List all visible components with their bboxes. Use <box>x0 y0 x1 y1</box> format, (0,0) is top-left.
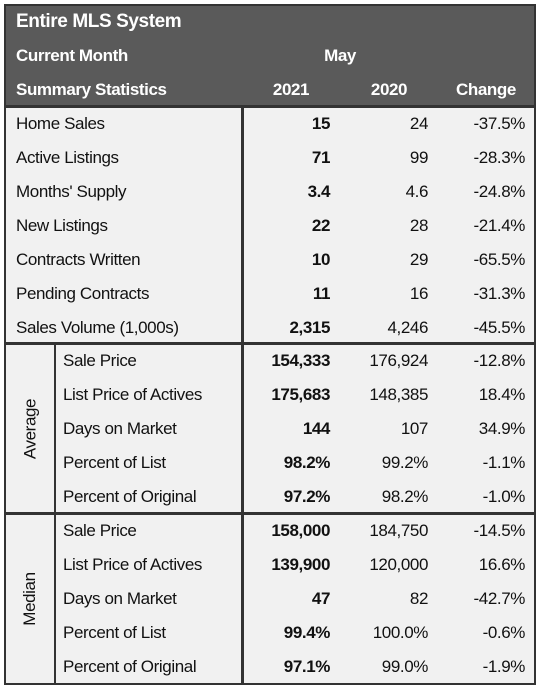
value-2021: 97.1% <box>283 657 331 676</box>
divider <box>5 342 535 345</box>
value-2021: 22 <box>311 216 331 235</box>
value-2020: 4,246 <box>387 318 428 337</box>
change: 34.9% <box>478 419 526 438</box>
divider <box>54 343 56 684</box>
group-label: Median <box>20 572 39 626</box>
column-header: 2021 <box>272 80 310 99</box>
divider <box>5 512 535 515</box>
row-label: Contracts Written <box>16 250 141 269</box>
period-label: Current Month <box>16 46 128 65</box>
value-2020: 99.0% <box>381 657 429 676</box>
value-2020: 120,000 <box>369 555 428 574</box>
value-2020: 4.6 <box>405 182 429 201</box>
value-2021: 11 <box>312 284 331 303</box>
change: -24.8% <box>473 182 526 201</box>
change: -21.4% <box>473 216 526 235</box>
column-header: Change <box>456 80 516 99</box>
month: May <box>324 46 356 65</box>
value-2021: 154,333 <box>271 351 330 370</box>
value-2020: 28 <box>409 216 429 235</box>
value-2021: 99.4% <box>283 623 331 642</box>
value-2020: 184,750 <box>369 521 428 540</box>
value-2021: 175,683 <box>271 385 330 404</box>
value-2020: 176,924 <box>369 351 428 370</box>
row-label: Sales Volume (1,000s) <box>16 318 179 337</box>
value-2020: 98.2% <box>381 487 429 506</box>
row-label: Days on Market <box>63 419 177 438</box>
change: -1.9% <box>482 657 526 676</box>
value-2020: 99.2% <box>381 453 429 472</box>
value-2021: 47 <box>311 589 331 608</box>
row-label: Active Listings <box>16 148 119 167</box>
change: -65.5% <box>473 250 526 269</box>
value-2021: 158,000 <box>271 521 330 540</box>
change: -14.5% <box>473 521 526 540</box>
row-label: List Price of Actives <box>63 555 202 574</box>
divider <box>5 105 535 108</box>
change: -45.5% <box>473 318 526 337</box>
value-2021: 139,900 <box>271 555 330 574</box>
row-label: New Listings <box>16 216 108 235</box>
stats-label: Summary Statistics <box>16 80 167 99</box>
row-label: Sale Price <box>63 351 137 370</box>
value-2020: 24 <box>409 114 429 133</box>
change: -42.7% <box>473 589 526 608</box>
value-2020: 16 <box>409 284 429 303</box>
header-background <box>5 5 535 106</box>
row-label: Home Sales <box>16 114 105 133</box>
change: -28.3% <box>473 148 526 167</box>
change: -0.6% <box>482 623 526 642</box>
row-label: Days on Market <box>63 589 177 608</box>
change: 18.4% <box>478 385 526 404</box>
column-header: 2020 <box>370 80 408 99</box>
change: -12.8% <box>473 351 526 370</box>
value-2020: 99 <box>409 148 429 167</box>
divider <box>241 106 244 684</box>
value-2020: 107 <box>400 419 429 438</box>
value-2021: 3.4 <box>307 182 331 201</box>
value-2020: 148,385 <box>369 385 428 404</box>
value-2021: 71 <box>311 148 331 167</box>
value-2021: 10 <box>311 250 331 269</box>
change: 16.6% <box>478 555 526 574</box>
row-label: Months' Supply <box>16 182 127 201</box>
row-label: Percent of List <box>63 453 166 472</box>
change: -37.5% <box>473 114 526 133</box>
group-label: Average <box>20 398 39 459</box>
value-2020: 29 <box>409 250 429 269</box>
value-2021: 15 <box>311 114 331 133</box>
change: -1.1% <box>482 453 526 472</box>
row-label: Pending Contracts <box>16 284 150 303</box>
title: Entire MLS System <box>16 11 182 32</box>
value-2021: 2,315 <box>289 318 330 337</box>
value-2020: 100.0% <box>372 623 429 642</box>
row-label: Sale Price <box>63 521 137 540</box>
change: -31.3% <box>473 284 526 303</box>
value-2020: 82 <box>409 589 429 608</box>
row-label: Percent of Original <box>63 657 197 676</box>
row-label: Percent of List <box>63 623 166 642</box>
row-label: Percent of Original <box>63 487 197 506</box>
change: -1.0% <box>482 487 526 506</box>
value-2021: 98.2% <box>283 453 331 472</box>
row-label: List Price of Actives <box>63 385 202 404</box>
value-2021: 97.2% <box>283 487 331 506</box>
body-background <box>5 106 535 684</box>
value-2021: 144 <box>302 419 331 438</box>
